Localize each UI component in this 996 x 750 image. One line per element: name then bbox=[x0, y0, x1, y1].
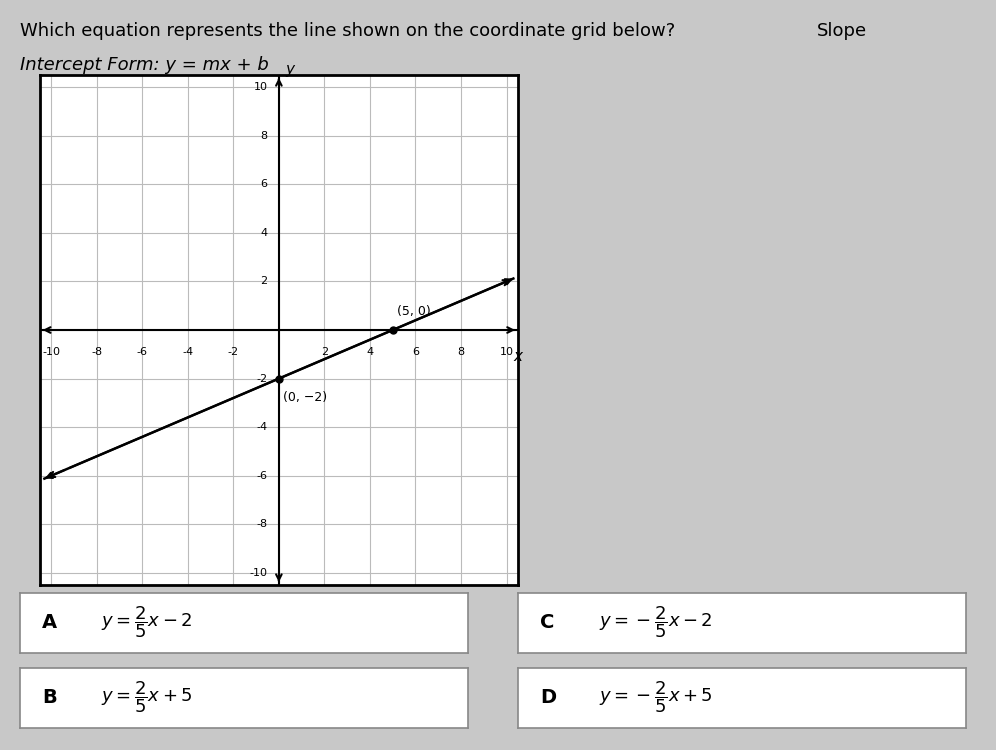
Text: B: B bbox=[42, 688, 57, 707]
Text: -10: -10 bbox=[249, 568, 268, 578]
Text: (5, 0): (5, 0) bbox=[397, 304, 431, 318]
Text: 8: 8 bbox=[260, 130, 268, 141]
Text: Intercept Form: y = mx + b: Intercept Form: y = mx + b bbox=[20, 56, 269, 74]
Text: Which equation represents the line shown on the coordinate grid below?: Which equation represents the line shown… bbox=[20, 22, 675, 40]
Text: -2: -2 bbox=[228, 347, 239, 357]
Text: 6: 6 bbox=[412, 347, 419, 357]
Text: 4: 4 bbox=[260, 228, 268, 238]
Text: Slope: Slope bbox=[817, 22, 867, 40]
Text: -8: -8 bbox=[256, 519, 268, 530]
Text: $y = -\dfrac{2}{5}x - 2$: $y = -\dfrac{2}{5}x - 2$ bbox=[599, 604, 712, 640]
Text: -10: -10 bbox=[42, 347, 60, 357]
Text: $y = \dfrac{2}{5}x + 5$: $y = \dfrac{2}{5}x + 5$ bbox=[101, 680, 192, 716]
Text: 2: 2 bbox=[321, 347, 328, 357]
Text: -6: -6 bbox=[257, 471, 268, 481]
Text: 4: 4 bbox=[367, 347, 374, 357]
Text: x: x bbox=[513, 350, 522, 364]
Text: 6: 6 bbox=[261, 179, 268, 189]
Text: D: D bbox=[540, 688, 557, 707]
Text: $y = -\dfrac{2}{5}x + 5$: $y = -\dfrac{2}{5}x + 5$ bbox=[599, 680, 712, 716]
Text: $y = \dfrac{2}{5}x - 2$: $y = \dfrac{2}{5}x - 2$ bbox=[101, 604, 192, 640]
Text: 8: 8 bbox=[457, 347, 464, 357]
Text: C: C bbox=[540, 613, 555, 632]
Text: A: A bbox=[42, 613, 58, 632]
Text: -4: -4 bbox=[256, 422, 268, 432]
Text: 10: 10 bbox=[500, 347, 514, 357]
Text: 2: 2 bbox=[260, 277, 268, 286]
Text: -6: -6 bbox=[136, 347, 147, 357]
Text: y: y bbox=[286, 62, 295, 77]
Text: -4: -4 bbox=[182, 347, 193, 357]
Text: 10: 10 bbox=[254, 82, 268, 92]
Text: (0, −2): (0, −2) bbox=[284, 391, 328, 404]
Text: -2: -2 bbox=[256, 374, 268, 383]
Text: -8: -8 bbox=[92, 347, 103, 357]
